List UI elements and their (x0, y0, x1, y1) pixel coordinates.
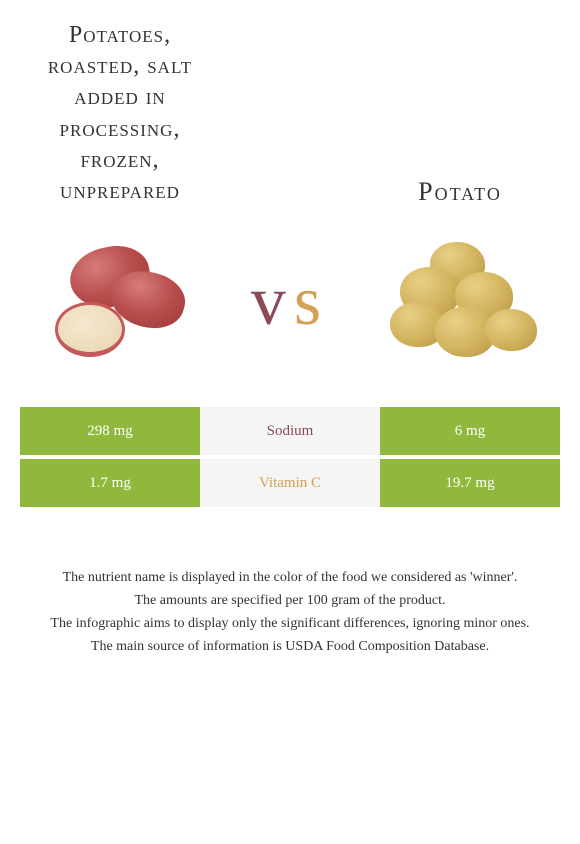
food-title-left: Potatoes, roasted, salt added in process… (20, 20, 220, 207)
food-image-left (40, 237, 200, 367)
vs-letter-v: v (251, 263, 294, 340)
yellow-potato-illustration (380, 237, 540, 367)
header-row: Potatoes, roasted, salt added in process… (20, 20, 560, 207)
comparison-table: 298 mg Sodium 6 mg 1.7 mg Vitamin C 19.7… (20, 407, 560, 507)
cell-left-value: 298 mg (20, 407, 200, 455)
table-row: 298 mg Sodium 6 mg (20, 407, 560, 455)
vs-label: vs (251, 262, 329, 342)
footer-line: The main source of information is USDA F… (40, 636, 540, 657)
footer-line: The nutrient name is displayed in the co… (40, 567, 540, 588)
cell-nutrient-name: Sodium (200, 407, 380, 455)
vs-letter-s: s (294, 263, 329, 340)
cell-right-value: 19.7 mg (380, 459, 560, 507)
cell-nutrient-name: Vitamin C (200, 459, 380, 507)
footer-line: The infographic aims to display only the… (40, 613, 540, 634)
image-row: vs (20, 237, 560, 367)
food-image-right (380, 237, 540, 367)
footer-notes: The nutrient name is displayed in the co… (20, 567, 560, 657)
cell-right-value: 6 mg (380, 407, 560, 455)
cell-left-value: 1.7 mg (20, 459, 200, 507)
red-potato-illustration (40, 237, 200, 367)
footer-line: The amounts are specified per 100 gram o… (40, 590, 540, 611)
food-title-right: Potato (360, 177, 560, 207)
main-container: Potatoes, roasted, salt added in process… (0, 0, 580, 679)
table-row: 1.7 mg Vitamin C 19.7 mg (20, 459, 560, 507)
